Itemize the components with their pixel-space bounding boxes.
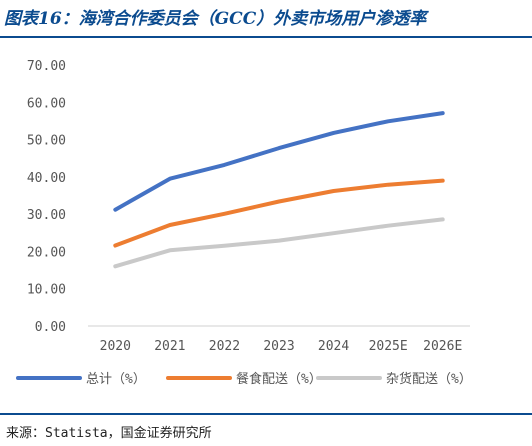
line-chart: 0.0010.0020.0030.0040.0050.0060.0070.00 …	[16, 59, 472, 387]
series-line-3	[113, 217, 445, 269]
series-lines	[113, 111, 445, 269]
y-tick-label: 40.00	[27, 171, 66, 186]
y-tick-label: 50.00	[27, 134, 66, 149]
x-axis-ticks: 2020 2021 2022 2023 2024 2025E 2026E	[100, 339, 463, 354]
series-line-1	[113, 111, 445, 212]
title-divider	[0, 36, 532, 38]
x-tick-label: 2020	[100, 339, 131, 354]
y-tick-label: 70.00	[27, 59, 66, 74]
y-tick-label: 30.00	[27, 208, 66, 223]
x-tick-label: 2023	[263, 339, 294, 354]
x-tick-label: 2026E	[423, 339, 462, 354]
series-line-2	[113, 178, 445, 248]
chart-title: 图表16：海湾合作委员会（GCC）外卖市场用户渗透率	[4, 9, 427, 29]
x-tick-label: 2025E	[369, 339, 408, 354]
y-axis-ticks: 0.00 10.00 20.00 30.00 40.00 50.00 60.00 70.00	[27, 59, 66, 335]
footer-divider	[0, 413, 532, 415]
y-tick-label: 20.00	[27, 245, 66, 260]
x-tick-label: 2022	[209, 339, 240, 354]
y-tick-label: 10.00	[27, 283, 66, 298]
legend: 总计（%） 餐食配送（%） 杂货配送（%）	[16, 371, 472, 387]
legend-label-1: 总计（%）	[86, 372, 146, 387]
y-tick-label: 0.00	[35, 320, 66, 335]
legend-label-2: 餐食配送（%）	[236, 371, 322, 387]
source-note: 来源：Statista，国金证券研究所	[6, 426, 212, 441]
y-tick-label: 60.00	[27, 96, 66, 111]
legend-label-3: 杂货配送（%）	[386, 371, 472, 387]
x-tick-label: 2021	[154, 339, 185, 354]
x-tick-label: 2024	[318, 339, 349, 354]
